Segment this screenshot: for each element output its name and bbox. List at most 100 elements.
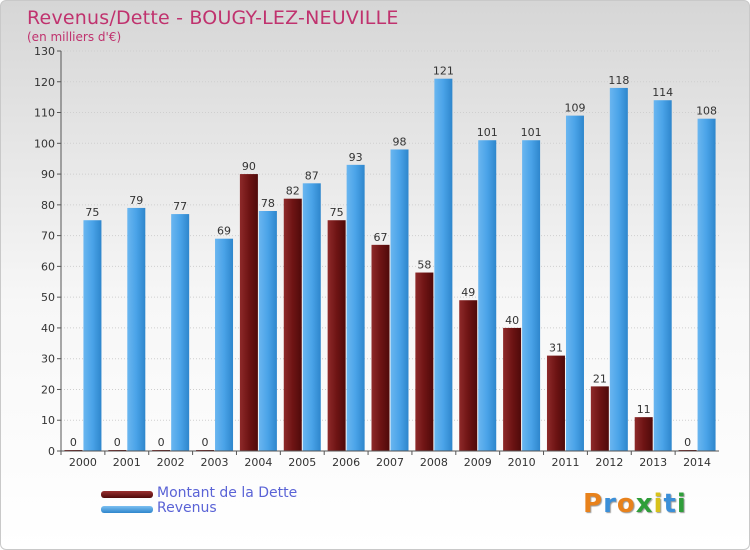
bar-debt bbox=[634, 417, 653, 451]
x-tick-label: 2002 bbox=[157, 456, 185, 469]
bar-revenue bbox=[83, 220, 102, 451]
data-label-revenue: 114 bbox=[652, 86, 673, 99]
data-label-revenue: 77 bbox=[173, 200, 187, 213]
y-tick-label: 10 bbox=[41, 414, 55, 427]
logo-letter: i bbox=[676, 489, 687, 519]
data-label-debt: 0 bbox=[114, 436, 121, 449]
y-tick-label: 80 bbox=[41, 199, 55, 212]
data-label-revenue: 98 bbox=[393, 135, 407, 148]
bar-revenue bbox=[171, 214, 190, 451]
bar-debt bbox=[283, 198, 302, 451]
bar-debt bbox=[546, 355, 565, 451]
data-label-debt: 40 bbox=[505, 314, 519, 327]
bar-revenue bbox=[390, 149, 409, 451]
proxiti-logo: Proxiti bbox=[583, 489, 687, 519]
bar-revenue bbox=[127, 207, 146, 451]
legend-swatch-debt bbox=[101, 491, 153, 498]
logo-letter: t bbox=[663, 489, 677, 519]
bar-revenue bbox=[653, 100, 672, 451]
y-tick-label: 50 bbox=[41, 291, 55, 304]
bar-debt bbox=[415, 272, 434, 451]
x-tick-label: 2000 bbox=[69, 456, 97, 469]
bar-revenue bbox=[215, 238, 234, 451]
data-label-debt: 0 bbox=[158, 436, 165, 449]
bar-revenue bbox=[609, 87, 628, 451]
bar-revenue bbox=[697, 118, 716, 451]
data-label-debt: 75 bbox=[330, 206, 344, 219]
x-tick-label: 2004 bbox=[244, 456, 272, 469]
data-label-debt: 49 bbox=[461, 286, 475, 299]
bar-revenue bbox=[478, 140, 497, 451]
data-label-revenue: 101 bbox=[477, 126, 498, 139]
legend-swatch-revenue bbox=[101, 506, 153, 513]
logo-letter: r bbox=[603, 489, 617, 519]
y-tick-label: 40 bbox=[41, 322, 55, 335]
bar-debt bbox=[327, 220, 346, 451]
data-label-debt: 82 bbox=[286, 185, 300, 198]
bar-revenue bbox=[302, 183, 321, 452]
data-label-debt: 21 bbox=[593, 372, 607, 385]
x-tick-label: 2006 bbox=[332, 456, 360, 469]
data-label-debt: 0 bbox=[202, 436, 209, 449]
x-tick-label: 2012 bbox=[595, 456, 623, 469]
data-label-debt: 0 bbox=[70, 436, 77, 449]
data-label-debt: 67 bbox=[374, 231, 388, 244]
data-label-revenue: 79 bbox=[129, 194, 143, 207]
logo-letter: x bbox=[635, 489, 654, 519]
bar-revenue bbox=[434, 78, 453, 451]
data-label-revenue: 101 bbox=[521, 126, 542, 139]
chart-subtitle: (en milliers d'€) bbox=[27, 30, 122, 44]
x-tick-label: 2003 bbox=[201, 456, 229, 469]
chart-title: Revenus/Dette - BOUGY-LEZ-NEUVILLE bbox=[27, 7, 399, 29]
legend-label-revenue: Revenus bbox=[157, 500, 217, 516]
y-tick-label: 130 bbox=[34, 45, 55, 58]
logo-letter: i bbox=[653, 489, 664, 519]
x-tick-label: 2014 bbox=[683, 456, 711, 469]
logo-letter: o bbox=[616, 489, 636, 519]
y-tick-label: 30 bbox=[41, 353, 55, 366]
data-label-debt: 90 bbox=[242, 160, 256, 173]
bar-debt bbox=[371, 244, 390, 451]
y-tick-label: 60 bbox=[41, 260, 55, 273]
y-tick-label: 110 bbox=[34, 107, 55, 120]
data-label-revenue: 109 bbox=[564, 102, 585, 115]
data-label-revenue: 78 bbox=[261, 197, 275, 210]
data-label-revenue: 69 bbox=[217, 225, 231, 238]
bar-revenue bbox=[346, 164, 365, 451]
y-tick-label: 70 bbox=[41, 230, 55, 243]
data-label-revenue: 108 bbox=[696, 105, 717, 118]
data-label-debt: 0 bbox=[684, 436, 691, 449]
y-tick-label: 120 bbox=[34, 76, 55, 89]
data-label-revenue: 118 bbox=[608, 74, 629, 87]
x-tick-label: 2009 bbox=[464, 456, 492, 469]
bar-debt bbox=[459, 300, 478, 451]
bar-revenue bbox=[258, 211, 277, 451]
logo-letter: P bbox=[583, 489, 604, 519]
x-tick-label: 2005 bbox=[288, 456, 316, 469]
y-tick-label: 100 bbox=[34, 137, 55, 150]
y-tick-label: 0 bbox=[48, 445, 55, 458]
bar-debt bbox=[239, 174, 258, 452]
legend-label-debt: Montant de la Dette bbox=[157, 485, 298, 501]
bar-revenue bbox=[565, 115, 584, 451]
data-label-revenue: 121 bbox=[433, 65, 454, 78]
bar-debt bbox=[590, 386, 609, 451]
y-tick-label: 90 bbox=[41, 168, 55, 181]
data-label-revenue: 75 bbox=[85, 206, 99, 219]
data-label-revenue: 93 bbox=[349, 151, 363, 164]
x-tick-label: 2001 bbox=[113, 456, 141, 469]
x-tick-label: 2013 bbox=[639, 456, 667, 469]
data-label-debt: 58 bbox=[417, 259, 431, 272]
x-tick-label: 2010 bbox=[508, 456, 536, 469]
y-tick-label: 20 bbox=[41, 383, 55, 396]
data-label-debt: 11 bbox=[637, 403, 651, 416]
x-tick-label: 2007 bbox=[376, 456, 404, 469]
x-tick-label: 2011 bbox=[551, 456, 579, 469]
bar-revenue bbox=[522, 140, 541, 451]
data-label-debt: 31 bbox=[549, 342, 563, 355]
x-tick-label: 2008 bbox=[420, 456, 448, 469]
data-label-revenue: 87 bbox=[305, 169, 319, 182]
bar-debt bbox=[503, 327, 522, 451]
